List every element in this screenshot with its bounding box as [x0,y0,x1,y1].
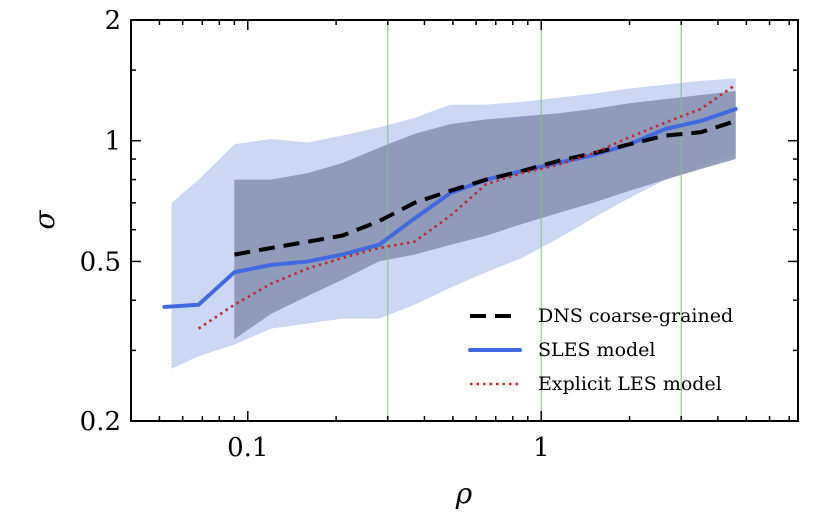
series-line-explicit-les-model [197,83,737,330]
vertical-guides [387,20,682,421]
tick-labels-layer: 0.1 1 0.2 0.5 1 2 [80,6,550,463]
y-tick-label: 0.5 [80,247,121,277]
series-line-sles-model [162,106,738,309]
series-layer [162,83,738,330]
ticks-layer [130,19,798,422]
y-tick-label: 0.2 [80,407,121,437]
legend-label-dns-coarse-grained: DNS coarse-grained [538,305,733,327]
y-tick-label: 1 [104,127,121,157]
legend: DNS coarse-grained SLES model Explicit LES… [468,305,733,395]
y-axis-label: σ [28,210,61,230]
band-dns-coarse-grained-spread [234,91,736,340]
x-axis-label: ρ [455,477,473,510]
y-tick-label: 2 [104,6,121,36]
x-tick-label: 0.1 [227,433,268,463]
x-tick-label: 1 [533,433,550,463]
series-line-dns-coarse-grained [233,119,737,257]
legend-label-sles-model: SLES model [538,339,656,361]
plot-frame [130,19,799,422]
legend-label-explicit-les-model: Explicit LES model [538,373,722,395]
